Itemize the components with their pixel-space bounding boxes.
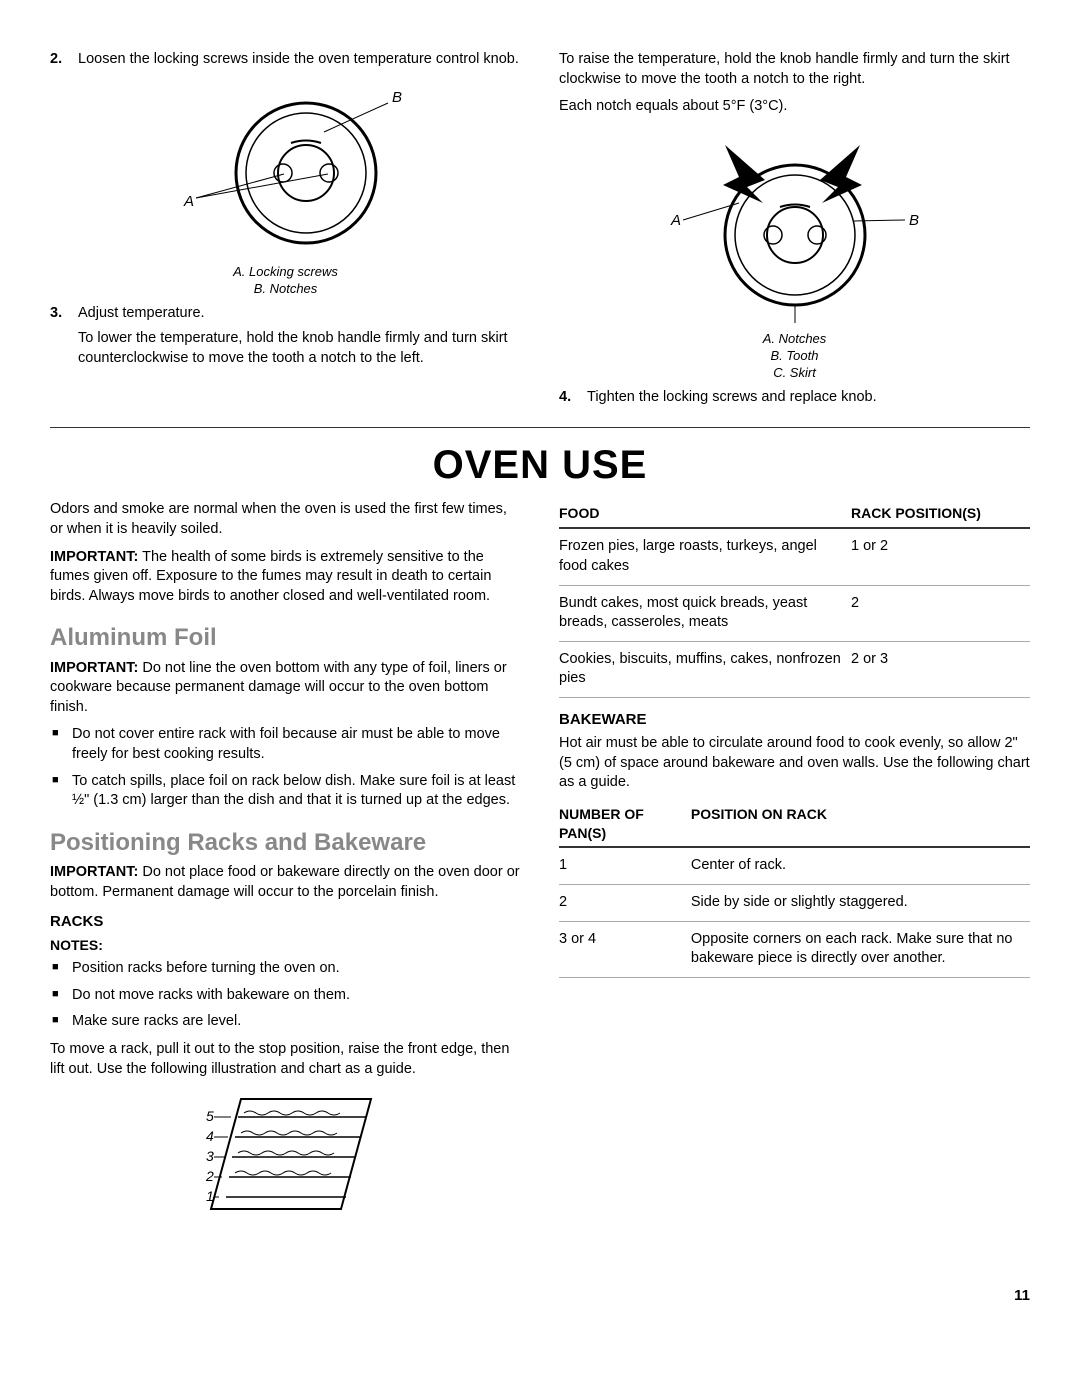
racks-bullets: Position racks before turning the oven o… [50,959,521,1032]
step-number: 2. [50,50,68,70]
right-para-1: To raise the temperature, hold the knob … [559,50,1030,89]
table-cell: Center of rack. [691,847,1030,884]
table-cell: Cookies, biscuits, muffins, cakes, nonfr… [559,641,851,697]
aluminum-important: IMPORTANT: Do not line the oven bottom w… [50,659,521,718]
step-2: 2. Loosen the locking screws inside the … [50,50,521,70]
important-label: IMPORTANT: [50,864,138,880]
aluminum-heading: Aluminum Foil [50,622,521,654]
rack-number: 3 [206,1148,214,1164]
section-divider [50,427,1030,428]
caption-line: A. Notches [559,331,1030,348]
knob-diagram-2: A B C A. Notches B. Tooth C. Skirt [559,125,1030,382]
table-header: POSITION ON RACK [691,801,1030,848]
food-table: FOODRACK POSITION(S) Frozen pies, large … [559,500,1030,697]
pan-table: NUMBER OF PAN(S)POSITION ON RACK 1Center… [559,801,1030,978]
rack-number: 5 [206,1108,214,1124]
table-header: NUMBER OF PAN(S) [559,801,691,848]
right-para-2: Each notch equals about 5°F (3°C). [559,97,1030,117]
rack-svg: 5 4 3 2 1 [186,1089,386,1219]
step-4: 4. Tighten the locking screws and replac… [559,388,1030,408]
table-row: Bundt cakes, most quick breads, yeast br… [559,585,1030,641]
positioning-heading: Positioning Racks and Bakeware [50,827,521,859]
lower-section: Odors and smoke are normal when the oven… [50,500,1030,1225]
step-text: Tighten the locking screws and replace k… [587,388,877,408]
bakeware-head: BAKEWARE [559,710,1030,730]
diagram2-caption: A. Notches B. Tooth C. Skirt [559,331,1030,382]
top-left-col: 2. Loosen the locking screws inside the … [50,50,521,413]
knob-svg-1: A B [156,78,416,258]
caption-line: C. Skirt [559,365,1030,382]
svg-text:B: B [909,212,919,229]
table-cell: 2 [851,585,1030,641]
lower-right-col: FOODRACK POSITION(S) Frozen pies, large … [559,500,1030,1225]
label-B: B [392,89,402,106]
table-cell: 3 or 4 [559,921,691,977]
knob-diagram-1: A B A. Locking screws B. Notches [50,78,521,298]
step-text: Loosen the locking screws inside the ove… [78,50,519,70]
main-title: OVEN USE [50,438,1030,492]
bullet-item: Position racks before turning the oven o… [50,959,521,979]
rack-number: 2 [205,1168,214,1184]
important-birds: IMPORTANT: The health of some birds is e… [50,548,521,607]
intro-para: Odors and smoke are normal when the oven… [50,500,521,539]
table-cell: 1 [559,847,691,884]
caption-line: B. Notches [50,281,521,298]
notes-head: NOTES: [50,936,521,955]
step-3-body: To lower the temperature, hold the knob … [78,329,521,368]
caption-line: A. Locking screws [50,264,521,281]
table-header: FOOD [559,500,851,528]
step-text: Adjust temperature. [78,304,205,324]
lower-left-col: Odors and smoke are normal when the oven… [50,500,521,1225]
table-cell: 2 or 3 [851,641,1030,697]
table-row: 2Side by side or slightly staggered. [559,885,1030,922]
table-cell: 2 [559,885,691,922]
aluminum-bullets: Do not cover entire rack with foil becau… [50,725,521,810]
page-number: 11 [50,1286,1030,1306]
top-section: 2. Loosen the locking screws inside the … [50,50,1030,413]
racks-head: RACKS [50,912,521,932]
svg-text:C: C [790,324,801,325]
table-row: 3 or 4Opposite corners on each rack. Mak… [559,921,1030,977]
positioning-important: IMPORTANT: Do not place food or bakeware… [50,863,521,902]
rack-number: 4 [206,1128,214,1144]
bullet-item: Do not move racks with bakeware on them. [50,986,521,1006]
top-right-col: To raise the temperature, hold the knob … [559,50,1030,413]
label-A: A [183,193,194,210]
step-3: 3. Adjust temperature. [50,304,521,324]
table-row: 1Center of rack. [559,847,1030,884]
diagram1-caption: A. Locking screws B. Notches [50,264,521,298]
bullet-item: To catch spills, place foil on rack belo… [50,772,521,811]
bakeware-para: Hot air must be able to circulate around… [559,734,1030,793]
important-label: IMPORTANT: [50,660,138,676]
bullet-item: Make sure racks are level. [50,1012,521,1032]
table-cell: 1 or 2 [851,528,1030,585]
step-number: 3. [50,304,68,324]
rack-illustration: 5 4 3 2 1 [50,1089,521,1226]
table-cell: Opposite corners on each rack. Make sure… [691,921,1030,977]
table-row: Cookies, biscuits, muffins, cakes, nonfr… [559,641,1030,697]
table-cell: Bundt cakes, most quick breads, yeast br… [559,585,851,641]
knob-svg-2: A B C [655,125,935,325]
racks-para: To move a rack, pull it out to the stop … [50,1040,521,1079]
bullet-item: Do not cover entire rack with foil becau… [50,725,521,764]
table-cell: Frozen pies, large roasts, turkeys, ange… [559,528,851,585]
svg-text:A: A [670,212,681,229]
table-row: Frozen pies, large roasts, turkeys, ange… [559,528,1030,585]
table-cell: Side by side or slightly staggered. [691,885,1030,922]
step-number: 4. [559,388,577,408]
rack-number: 1 [206,1188,214,1204]
important-label: IMPORTANT: [50,549,138,565]
table-header: RACK POSITION(S) [851,500,1030,528]
caption-line: B. Tooth [559,348,1030,365]
